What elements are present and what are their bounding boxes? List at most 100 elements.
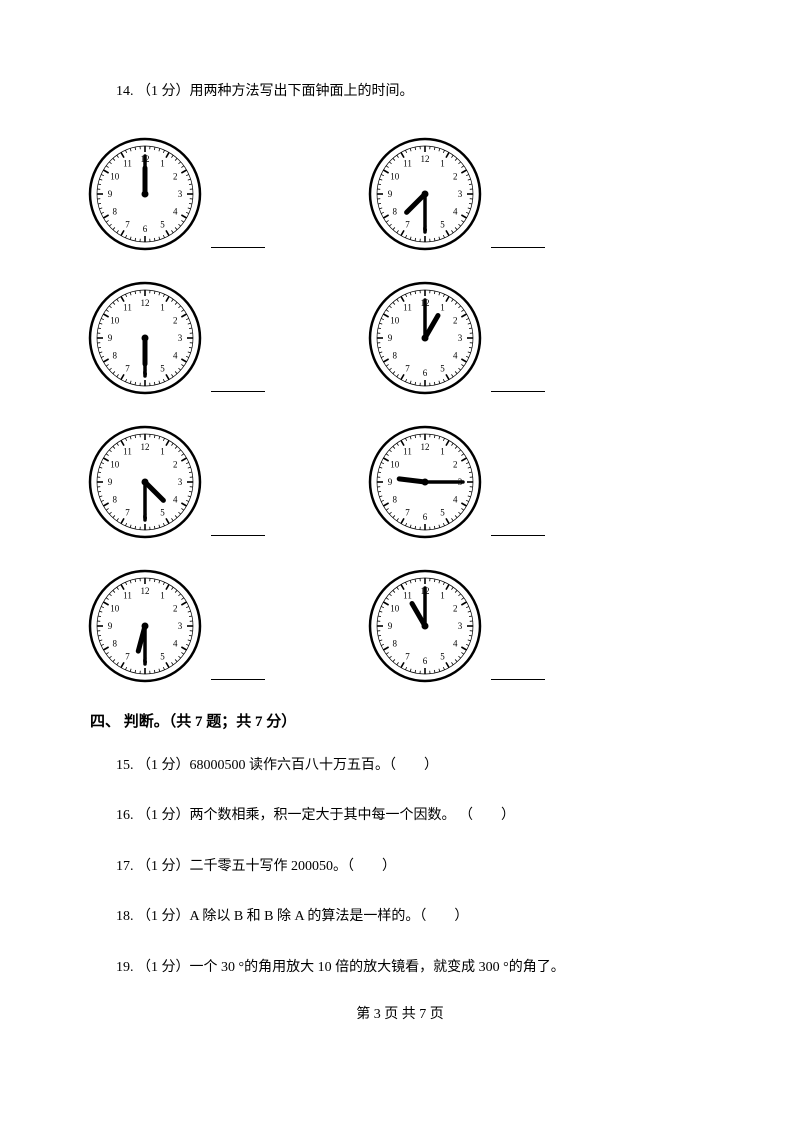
svg-text:2: 2: [453, 316, 458, 326]
answer-blank[interactable]: [491, 679, 545, 680]
svg-text:3: 3: [458, 189, 463, 199]
svg-text:7: 7: [125, 651, 130, 661]
clock-row: 123456789101112123456789101112: [85, 566, 710, 686]
svg-text:10: 10: [390, 316, 400, 326]
svg-text:9: 9: [388, 621, 393, 631]
clock-cell: 123456789101112: [365, 134, 545, 254]
svg-text:3: 3: [178, 189, 183, 199]
svg-text:9: 9: [388, 477, 393, 487]
svg-text:4: 4: [173, 207, 178, 217]
svg-text:2: 2: [453, 172, 458, 182]
svg-text:9: 9: [388, 189, 393, 199]
svg-text:8: 8: [392, 351, 397, 361]
svg-text:11: 11: [403, 591, 412, 601]
answer-blank[interactable]: [211, 679, 265, 680]
svg-text:11: 11: [123, 447, 132, 457]
clock-face-icon: 123456789101112: [85, 134, 205, 254]
clock-row: 123456789101112123456789101112: [85, 422, 710, 542]
svg-text:12: 12: [421, 442, 430, 452]
answer-blank[interactable]: [491, 535, 545, 536]
svg-text:9: 9: [388, 333, 393, 343]
svg-text:7: 7: [405, 363, 410, 373]
clock-cell: 123456789101112: [365, 422, 545, 542]
svg-text:9: 9: [108, 333, 113, 343]
svg-text:3: 3: [178, 333, 183, 343]
svg-text:8: 8: [112, 639, 117, 649]
svg-text:6: 6: [423, 656, 428, 666]
svg-text:1: 1: [160, 591, 165, 601]
svg-text:2: 2: [453, 460, 458, 470]
svg-text:10: 10: [110, 316, 120, 326]
svg-text:3: 3: [178, 621, 183, 631]
svg-text:2: 2: [173, 172, 178, 182]
answer-blank[interactable]: [211, 535, 265, 536]
clock-cell: 123456789101112: [365, 278, 545, 398]
svg-text:4: 4: [173, 351, 178, 361]
svg-text:10: 10: [390, 604, 400, 614]
svg-text:6: 6: [423, 368, 428, 378]
clock-face-icon: 123456789101112: [365, 566, 485, 686]
svg-text:7: 7: [405, 507, 410, 517]
svg-text:3: 3: [178, 477, 183, 487]
svg-text:1: 1: [160, 159, 165, 169]
svg-text:7: 7: [405, 219, 410, 229]
svg-text:8: 8: [392, 495, 397, 505]
svg-text:9: 9: [108, 621, 113, 631]
clock-cell: 123456789101112: [85, 278, 265, 398]
svg-text:10: 10: [110, 460, 120, 470]
svg-text:5: 5: [160, 219, 165, 229]
svg-text:5: 5: [440, 651, 445, 661]
page-footer: 第 3 页 共 7 页: [90, 1003, 710, 1023]
svg-text:5: 5: [440, 507, 445, 517]
svg-text:4: 4: [453, 207, 458, 217]
question-list: 15. （1 分）68000500 读作六百八十万五百。（ ）16. （1 分）…: [90, 755, 710, 979]
svg-text:5: 5: [160, 507, 165, 517]
svg-text:5: 5: [160, 363, 165, 373]
svg-text:1: 1: [440, 591, 445, 601]
clock-cell: 123456789101112: [85, 566, 265, 686]
section-4-heading: 四、 判断。（共 7 题；共 7 分）: [90, 710, 710, 731]
svg-text:8: 8: [392, 207, 397, 217]
svg-text:2: 2: [453, 604, 458, 614]
clock-face-icon: 123456789101112: [365, 422, 485, 542]
svg-text:2: 2: [173, 604, 178, 614]
svg-text:4: 4: [453, 351, 458, 361]
svg-text:8: 8: [112, 207, 117, 217]
question-line: 17. （1 分）二千零五十写作 200050。（ ）: [116, 856, 710, 878]
svg-text:11: 11: [123, 591, 132, 601]
svg-text:6: 6: [143, 224, 148, 234]
svg-text:4: 4: [173, 495, 178, 505]
svg-text:1: 1: [440, 447, 445, 457]
question-14: 14. （1 分）用两种方法写出下面钟面上的时间。: [116, 80, 710, 100]
answer-blank[interactable]: [491, 247, 545, 248]
svg-text:10: 10: [110, 604, 120, 614]
svg-text:3: 3: [458, 621, 463, 631]
svg-text:2: 2: [173, 316, 178, 326]
svg-text:11: 11: [123, 159, 132, 169]
svg-text:5: 5: [160, 651, 165, 661]
svg-text:10: 10: [390, 460, 400, 470]
svg-text:10: 10: [390, 172, 400, 182]
svg-text:8: 8: [112, 351, 117, 361]
answer-blank[interactable]: [211, 391, 265, 392]
clock-row: 123456789101112123456789101112: [85, 278, 710, 398]
svg-text:11: 11: [403, 447, 412, 457]
svg-text:3: 3: [458, 333, 463, 343]
clock-cell: 123456789101112: [85, 134, 265, 254]
svg-text:1: 1: [160, 303, 165, 313]
svg-text:8: 8: [392, 639, 397, 649]
svg-text:7: 7: [405, 651, 410, 661]
answer-blank[interactable]: [211, 247, 265, 248]
svg-text:12: 12: [141, 298, 150, 308]
clock-face-icon: 123456789101112: [365, 278, 485, 398]
svg-text:4: 4: [453, 639, 458, 649]
clock-row: 123456789101112123456789101112: [85, 134, 710, 254]
answer-blank[interactable]: [491, 391, 545, 392]
clock-face-icon: 123456789101112: [85, 422, 205, 542]
svg-text:11: 11: [403, 159, 412, 169]
svg-text:12: 12: [141, 442, 150, 452]
svg-text:1: 1: [440, 303, 445, 313]
svg-text:1: 1: [440, 159, 445, 169]
question-line: 19. （1 分）一个 30 °的角用放大 10 倍的放大镜看，就变成 300 …: [116, 957, 710, 979]
question-line: 18. （1 分）A 除以 B 和 B 除 A 的算法是一样的。（ ）: [116, 906, 710, 928]
